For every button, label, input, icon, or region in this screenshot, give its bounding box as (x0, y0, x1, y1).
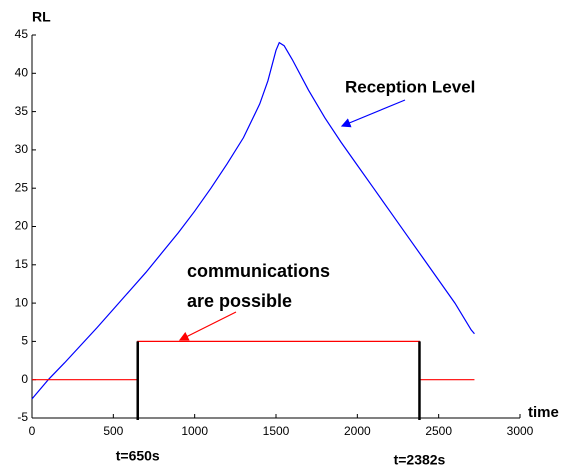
y-tick-label: 40 (15, 65, 29, 79)
arrow (178, 311, 237, 341)
y-tick-label: 35 (15, 104, 29, 118)
y-tick-label: 45 (15, 27, 29, 41)
line-series (31, 41, 475, 400)
x-tick-label: 500 (103, 424, 123, 438)
x-axis-label: time (528, 404, 559, 421)
y-tick-label: 0 (21, 372, 28, 386)
x-tick-label: 1500 (263, 424, 290, 438)
y-tick-label: 15 (15, 257, 29, 271)
x-tick-label: 1000 (181, 424, 208, 438)
y-axis-label: RL (32, 9, 51, 25)
y-tick-label: 25 (15, 180, 29, 194)
x-tick-label: 2500 (425, 424, 452, 438)
y-tick-label: -5 (17, 410, 28, 424)
threshold-label: t=650s (116, 448, 160, 464)
line-series (32, 340, 475, 381)
x-tick-label: 3000 (507, 424, 534, 438)
y-tick-label: 20 (15, 219, 29, 233)
y-tick-label: 5 (21, 334, 28, 348)
y-tick-label: 30 (15, 142, 29, 156)
y-tick-label: 10 (15, 295, 29, 309)
annotation: communications (187, 261, 330, 281)
arrow (340, 99, 406, 128)
annotation: Reception Level (345, 77, 475, 96)
threshold-label: t=2382s (394, 452, 446, 468)
annotation: are possible (187, 291, 292, 311)
x-tick-label: 2000 (344, 424, 371, 438)
x-tick-label: 0 (29, 424, 36, 438)
